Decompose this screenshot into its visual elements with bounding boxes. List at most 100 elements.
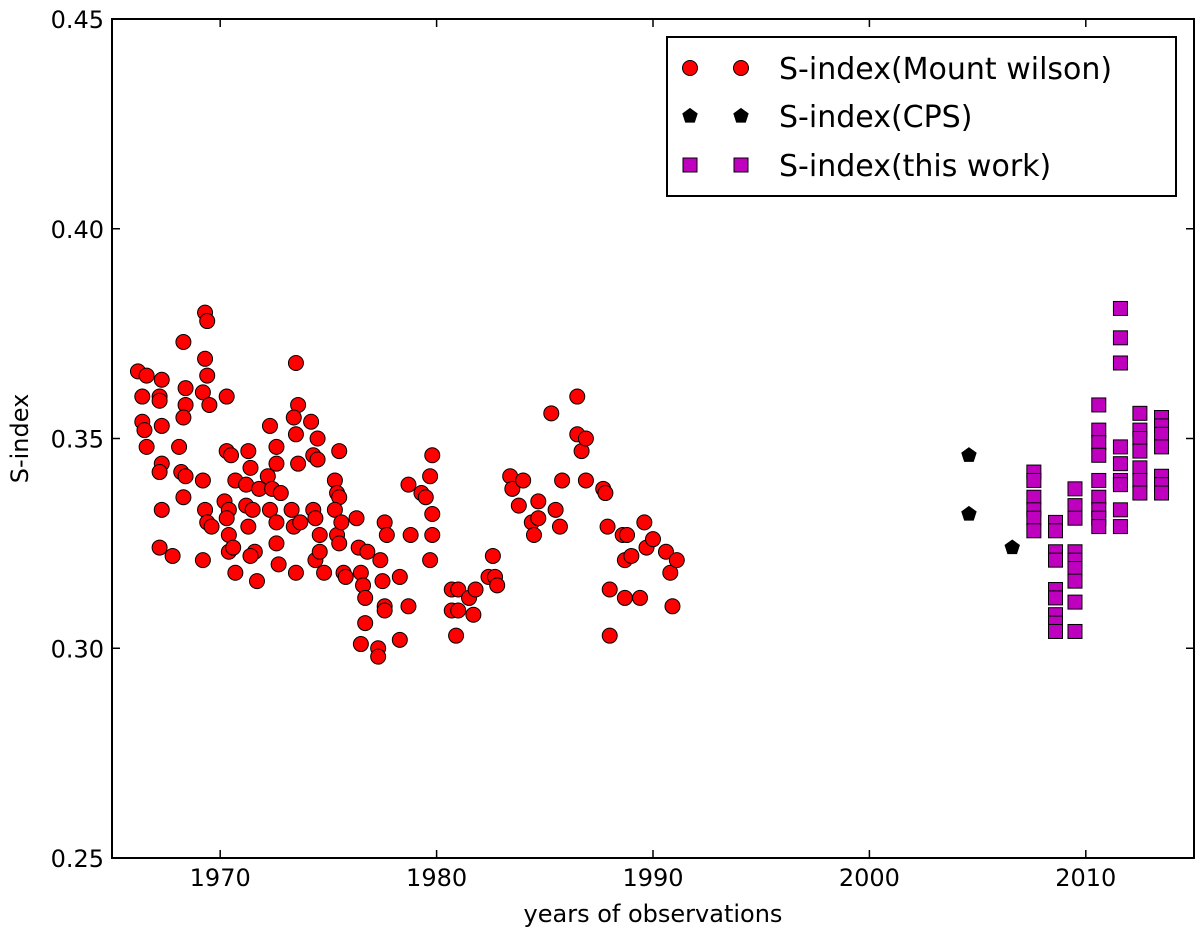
data-point	[1067, 498, 1083, 514]
data-point	[311, 543, 328, 560]
data-point	[1026, 523, 1042, 539]
data-point	[218, 510, 235, 527]
data-point	[424, 506, 441, 523]
data-point	[510, 497, 527, 514]
data-point	[1048, 552, 1064, 568]
data-point	[1067, 510, 1083, 526]
y-axis-label: S-index	[6, 394, 34, 484]
data-point	[489, 577, 506, 594]
data-point	[1067, 623, 1083, 639]
data-point	[422, 552, 439, 569]
y-tick-label: 0.30	[51, 635, 104, 663]
legend: S-index(Mount wilson) S-index(CPS) S-index…	[666, 36, 1177, 197]
data-point	[547, 501, 564, 518]
data-point	[201, 396, 218, 413]
data-point	[1091, 447, 1107, 463]
data-point	[376, 602, 393, 619]
data-point	[261, 417, 278, 434]
data-point	[138, 438, 155, 455]
data-point	[1091, 489, 1107, 505]
data-point	[242, 547, 259, 564]
data-point	[543, 405, 560, 422]
x-tick-label: 1990	[622, 864, 683, 892]
data-point	[1154, 426, 1170, 442]
data-point	[153, 371, 170, 388]
data-point	[662, 564, 679, 581]
data-point	[1067, 573, 1083, 589]
data-point	[448, 627, 465, 644]
data-point	[283, 501, 300, 518]
data-point	[599, 518, 616, 535]
data-point	[484, 547, 501, 564]
x-axis-label: years of observations	[524, 900, 783, 928]
data-point	[261, 501, 278, 518]
data-point	[577, 430, 594, 447]
data-point	[417, 489, 434, 506]
data-point	[248, 573, 265, 590]
data-point	[525, 526, 542, 543]
data-point	[316, 564, 333, 581]
x-tick-label: 1970	[190, 864, 251, 892]
data-point	[657, 543, 674, 560]
data-point	[616, 589, 633, 606]
data-point	[303, 413, 320, 430]
y-tick-label: 0.40	[51, 216, 104, 244]
data-point	[268, 535, 285, 552]
data-point	[311, 526, 328, 543]
data-point	[636, 514, 653, 531]
data-point	[197, 350, 214, 367]
data-point	[199, 367, 216, 384]
data-point	[203, 518, 220, 535]
data-point	[287, 564, 304, 581]
legend-label: S-index(CPS)	[779, 100, 972, 135]
data-point	[1026, 472, 1042, 488]
data-point	[601, 581, 618, 598]
data-point	[1112, 477, 1128, 493]
data-point	[337, 568, 354, 585]
data-point	[645, 531, 661, 548]
data-point	[333, 514, 350, 531]
data-point	[530, 510, 547, 527]
data-point	[372, 552, 389, 569]
data-point	[400, 598, 417, 615]
x-tick-label: 2000	[839, 864, 900, 892]
data-point	[287, 354, 304, 371]
data-point	[551, 518, 568, 535]
data-point	[1091, 435, 1107, 451]
data-point	[1132, 405, 1148, 421]
data-point	[1048, 623, 1064, 639]
data-point	[668, 552, 685, 569]
data-point	[1091, 397, 1107, 413]
data-point	[1091, 519, 1107, 535]
data-point	[218, 388, 235, 405]
data-point	[151, 464, 168, 481]
data-point	[554, 472, 571, 489]
data-point	[307, 510, 324, 527]
data-point	[244, 501, 261, 518]
legend-marker	[733, 60, 749, 76]
data-point	[268, 514, 285, 531]
data-point	[268, 455, 285, 472]
legend-box	[666, 36, 1177, 197]
data-point	[530, 493, 547, 510]
data-point	[194, 384, 211, 401]
data-point	[134, 388, 151, 405]
y-tick-label: 0.35	[51, 426, 104, 454]
data-point	[175, 334, 192, 351]
data-point	[1132, 443, 1148, 459]
data-point	[597, 485, 614, 502]
data-point	[1067, 594, 1083, 610]
data-point	[1004, 539, 1020, 555]
data-point	[292, 514, 309, 531]
data-point	[450, 602, 467, 619]
data-point	[151, 539, 168, 556]
data-point	[240, 443, 257, 460]
data-point	[1132, 472, 1148, 488]
x-tick-label: 2010	[1055, 864, 1116, 892]
data-points	[129, 300, 1170, 665]
data-point	[391, 631, 408, 648]
data-point	[272, 485, 289, 502]
data-point	[136, 422, 153, 439]
data-point	[623, 547, 640, 564]
data-point	[465, 606, 482, 623]
